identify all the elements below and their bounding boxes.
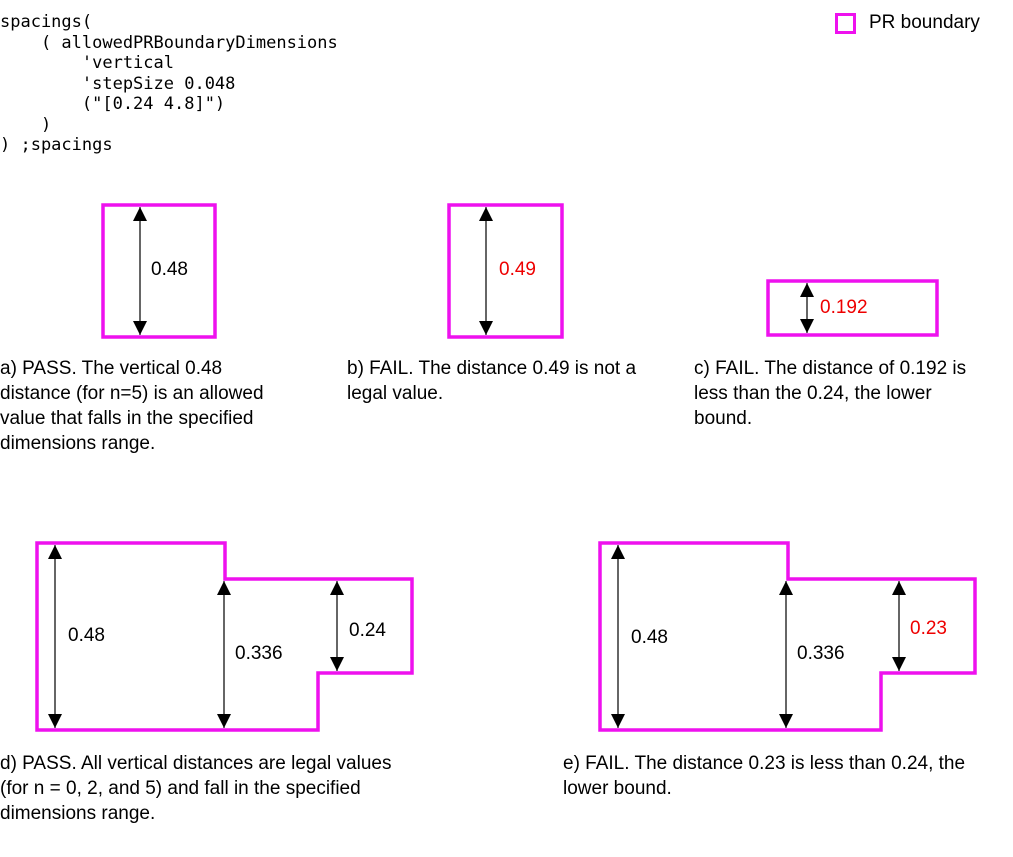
dimension-label-e-2: 0.336 — [797, 643, 845, 664]
dimension-label-a: 0.48 — [151, 259, 188, 280]
boundary-d — [35, 541, 414, 732]
legend-swatch — [835, 12, 856, 34]
dimension-label-e-1: 0.48 — [631, 627, 668, 648]
code-line: 'stepSize 0.048 — [0, 73, 236, 94]
legend: PR boundary — [835, 12, 980, 34]
code-line: spacings( — [0, 12, 93, 32]
legend-label: PR boundary — [869, 12, 980, 33]
code-line: ) — [0, 114, 52, 135]
code-line: 'vertical — [0, 53, 174, 73]
dimension-label-e-3: 0.23 — [910, 618, 947, 639]
boundary-b — [447, 203, 564, 339]
code-line: ( allowedPRBoundaryDimensions — [0, 32, 338, 53]
caption-c: c) FAIL. The distance of 0.192 is less t… — [694, 358, 967, 429]
dimension-label-b: 0.49 — [499, 259, 536, 280]
caption-e: e) FAIL. The distance 0.23 is less than … — [563, 753, 966, 799]
caption-d: d) PASS. All vertical distances are lega… — [0, 753, 392, 824]
code-line: ) ;spacings — [0, 135, 113, 155]
caption-b: b) FAIL. The distance 0.49 is not a lega… — [347, 358, 637, 404]
dimension-label-c: 0.192 — [820, 297, 868, 318]
code-line: ("[0.24 4.8]") — [0, 94, 226, 114]
code-block: spacings( ( allowedPRBoundaryDimensions … — [0, 12, 338, 156]
dimension-label-d-1: 0.48 — [68, 625, 105, 646]
dimension-label-d-2: 0.336 — [235, 643, 283, 664]
caption-a: a) PASS. The vertical 0.48 distance (for… — [0, 358, 264, 454]
boundary-c — [766, 279, 939, 337]
dimension-label-d-3: 0.24 — [349, 620, 386, 641]
boundary-e — [598, 541, 977, 732]
boundary-a — [101, 203, 217, 339]
